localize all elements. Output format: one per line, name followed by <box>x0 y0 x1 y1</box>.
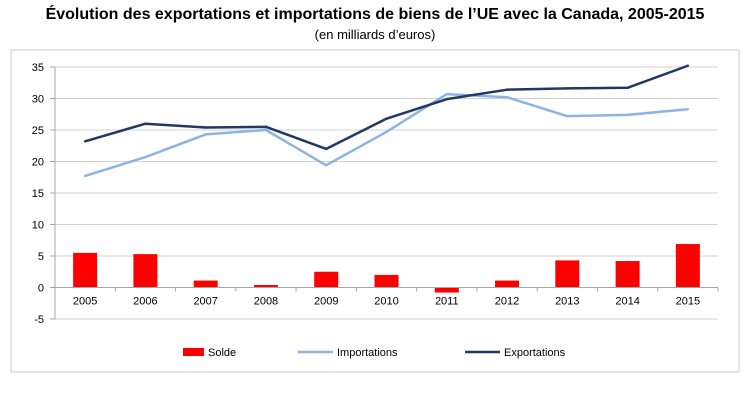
point-exportations-2007 <box>204 126 207 129</box>
x-tick-label: 2015 <box>676 296 700 308</box>
y-tick-label: 0 <box>38 283 44 295</box>
y-tick-label: 30 <box>32 94 44 106</box>
point-importations-2012 <box>505 96 509 99</box>
bar-solde-2015 <box>675 244 700 288</box>
bar-solde-2007 <box>193 280 218 288</box>
legend-label-exportations: Exportations <box>504 347 566 359</box>
bar-solde-2009 <box>314 271 339 288</box>
legend-label-importations: Importations <box>337 347 398 359</box>
bar-solde-2010 <box>374 274 399 288</box>
x-tick-label: 2014 <box>615 296 639 308</box>
y-tick-label: 15 <box>32 188 44 200</box>
point-importations-2006 <box>144 155 147 159</box>
x-axis-tick-labels: 2005 2006 2007 2008 2009 2010 2011 2012 2013 2014… <box>73 296 700 308</box>
x-tick-label: 2009 <box>314 296 338 308</box>
point-exportations-2008 <box>264 125 268 129</box>
point-exportations-2012 <box>505 88 509 91</box>
axes <box>50 66 719 320</box>
point-importations-2015 <box>686 108 690 111</box>
x-tick-label: 2011 <box>435 296 459 308</box>
point-importations-2013 <box>566 114 569 118</box>
x-tick-label: 2010 <box>374 296 398 308</box>
point-importations-2014 <box>626 113 629 117</box>
point-exportations-2011 <box>445 97 448 101</box>
line-exportations <box>84 64 689 151</box>
point-importations-2007 <box>204 133 207 136</box>
x-tick-label: 2012 <box>495 296 519 308</box>
bar-solde-2008 <box>253 284 278 288</box>
series-lines <box>83 64 690 178</box>
point-importations-2008 <box>264 128 268 132</box>
x-tick-label: 2007 <box>193 296 217 308</box>
solde-bars <box>73 244 700 293</box>
point-importations-2009 <box>325 164 328 167</box>
point-importations-2005 <box>83 174 87 178</box>
chart-title: Évolution des exportations et importatio… <box>45 6 705 23</box>
point-importations-2011 <box>445 92 448 96</box>
bar-solde-2014 <box>615 261 640 288</box>
point-exportations-2013 <box>566 87 569 90</box>
bar-solde-2006 <box>133 254 158 288</box>
bar-solde-2012 <box>495 280 520 288</box>
line-importations <box>84 92 688 178</box>
point-exportations-2009 <box>325 147 328 151</box>
chart-subtitle: (en milliards d’euros) <box>314 27 436 42</box>
point-exportations-2014 <box>626 86 629 89</box>
point-exportations-2006 <box>144 122 147 125</box>
bar-solde-2005 <box>73 252 98 288</box>
point-exportations-2010 <box>385 117 388 120</box>
legend-label-solde: Solde <box>208 347 236 359</box>
y-tick-label: 25 <box>32 125 44 137</box>
gridlines <box>55 66 718 320</box>
y-axis-tick-labels: -5 0 5 10 15 20 25 30 35 <box>32 62 44 326</box>
chart-frame <box>10 49 740 373</box>
point-exportations-2015 <box>686 64 690 67</box>
x-tick-label: 2005 <box>73 296 97 308</box>
y-tick-label: 20 <box>32 157 44 169</box>
y-tick-label: -5 <box>34 314 44 326</box>
point-importations-2010 <box>385 130 388 134</box>
y-tick-label: 5 <box>38 251 44 263</box>
point-exportations-2005 <box>83 140 87 143</box>
legend-swatch-solde <box>183 348 204 356</box>
bar-solde-2011 <box>434 287 459 293</box>
y-tick-label: 35 <box>32 62 44 74</box>
x-tick-label: 2008 <box>254 296 278 308</box>
y-tick-label: 10 <box>32 220 44 232</box>
x-tick-label: 2013 <box>555 296 579 308</box>
legend: Solde Importations Exportations <box>183 347 566 359</box>
bar-solde-2013 <box>555 260 580 288</box>
x-tick-label: 2006 <box>133 296 157 308</box>
